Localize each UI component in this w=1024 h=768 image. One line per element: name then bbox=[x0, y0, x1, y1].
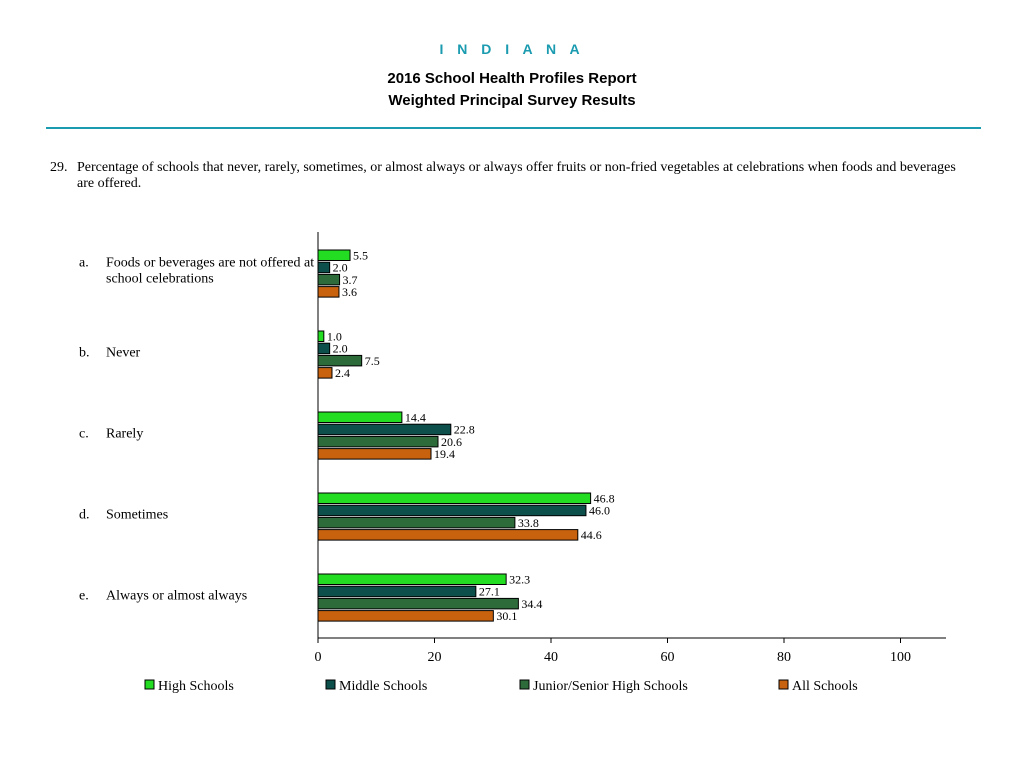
bar bbox=[317, 597, 519, 610]
x-tick-label: 80 bbox=[777, 650, 791, 665]
data-label: 33.8 bbox=[518, 516, 539, 530]
bar bbox=[317, 504, 587, 517]
legend-swatch bbox=[144, 679, 155, 690]
bar bbox=[317, 516, 516, 529]
data-label: 3.6 bbox=[342, 285, 357, 299]
state-name: I N D I A N A bbox=[439, 41, 585, 57]
data-label: 27.1 bbox=[479, 585, 500, 599]
bar bbox=[317, 423, 452, 436]
data-label: 2.0 bbox=[333, 261, 348, 275]
bar bbox=[317, 492, 592, 504]
bar bbox=[317, 261, 331, 274]
category-label: Foods or beverages are not offered at bbox=[106, 255, 314, 270]
data-label: 22.8 bbox=[454, 423, 475, 437]
data-label: 30.1 bbox=[496, 609, 517, 623]
bar bbox=[317, 354, 363, 367]
legend-label: High Schools bbox=[158, 679, 234, 694]
legend-label: Junior/Senior High Schools bbox=[533, 679, 688, 694]
data-label: 44.6 bbox=[581, 528, 602, 542]
bar bbox=[317, 367, 333, 379]
category-letter: b. bbox=[79, 345, 90, 360]
data-label: 2.4 bbox=[335, 366, 350, 380]
bar bbox=[317, 448, 432, 460]
question-text: Percentage of schools that never, rarely… bbox=[77, 160, 956, 191]
data-label: 19.4 bbox=[434, 447, 455, 461]
x-tick-label: 100 bbox=[890, 650, 911, 665]
category-letter: d. bbox=[79, 507, 90, 522]
category-letter: c. bbox=[79, 426, 89, 441]
data-label: 7.5 bbox=[365, 354, 380, 368]
legend-label: All Schools bbox=[792, 679, 858, 694]
x-tick-label: 20 bbox=[428, 650, 442, 665]
data-label: 34.4 bbox=[521, 597, 542, 611]
category-label: school celebrations bbox=[106, 271, 214, 286]
x-tick-label: 0 bbox=[315, 650, 322, 665]
legend-swatch bbox=[325, 679, 336, 690]
question-number: 29. bbox=[50, 160, 68, 175]
category-letter: e. bbox=[79, 588, 89, 603]
legend-label: Middle Schools bbox=[339, 679, 427, 694]
data-label: 5.5 bbox=[353, 249, 368, 263]
category-label: Never bbox=[106, 345, 141, 360]
x-tick-label: 60 bbox=[661, 650, 675, 665]
category-label: Sometimes bbox=[106, 507, 168, 522]
bar bbox=[317, 330, 325, 342]
x-tick-label: 40 bbox=[544, 650, 558, 665]
bar bbox=[317, 610, 494, 622]
data-label: 32.3 bbox=[509, 573, 530, 587]
legend-swatch bbox=[519, 679, 530, 690]
category-label: Always or almost always bbox=[106, 588, 247, 603]
category-label: Rarely bbox=[106, 426, 143, 441]
bar bbox=[317, 342, 331, 355]
header-divider bbox=[46, 127, 981, 129]
category-letter: a. bbox=[79, 255, 89, 270]
report-subtitle: Weighted Principal Survey Results bbox=[388, 92, 636, 109]
bar bbox=[317, 585, 477, 598]
data-label: 2.0 bbox=[333, 342, 348, 356]
data-label: 14.4 bbox=[405, 411, 426, 425]
data-label: 1.0 bbox=[327, 330, 342, 344]
bar bbox=[317, 249, 351, 261]
bar bbox=[317, 411, 403, 423]
bar bbox=[317, 529, 579, 541]
data-label: 46.8 bbox=[594, 492, 615, 506]
data-label: 20.6 bbox=[441, 435, 462, 449]
legend-swatch bbox=[778, 679, 789, 690]
data-label: 3.7 bbox=[343, 273, 358, 287]
bar bbox=[317, 573, 507, 585]
bar bbox=[317, 273, 341, 286]
report-title: 2016 School Health Profiles Report bbox=[387, 70, 637, 87]
bar bbox=[317, 435, 439, 448]
data-label: 46.0 bbox=[589, 504, 610, 518]
bar bbox=[317, 286, 340, 298]
